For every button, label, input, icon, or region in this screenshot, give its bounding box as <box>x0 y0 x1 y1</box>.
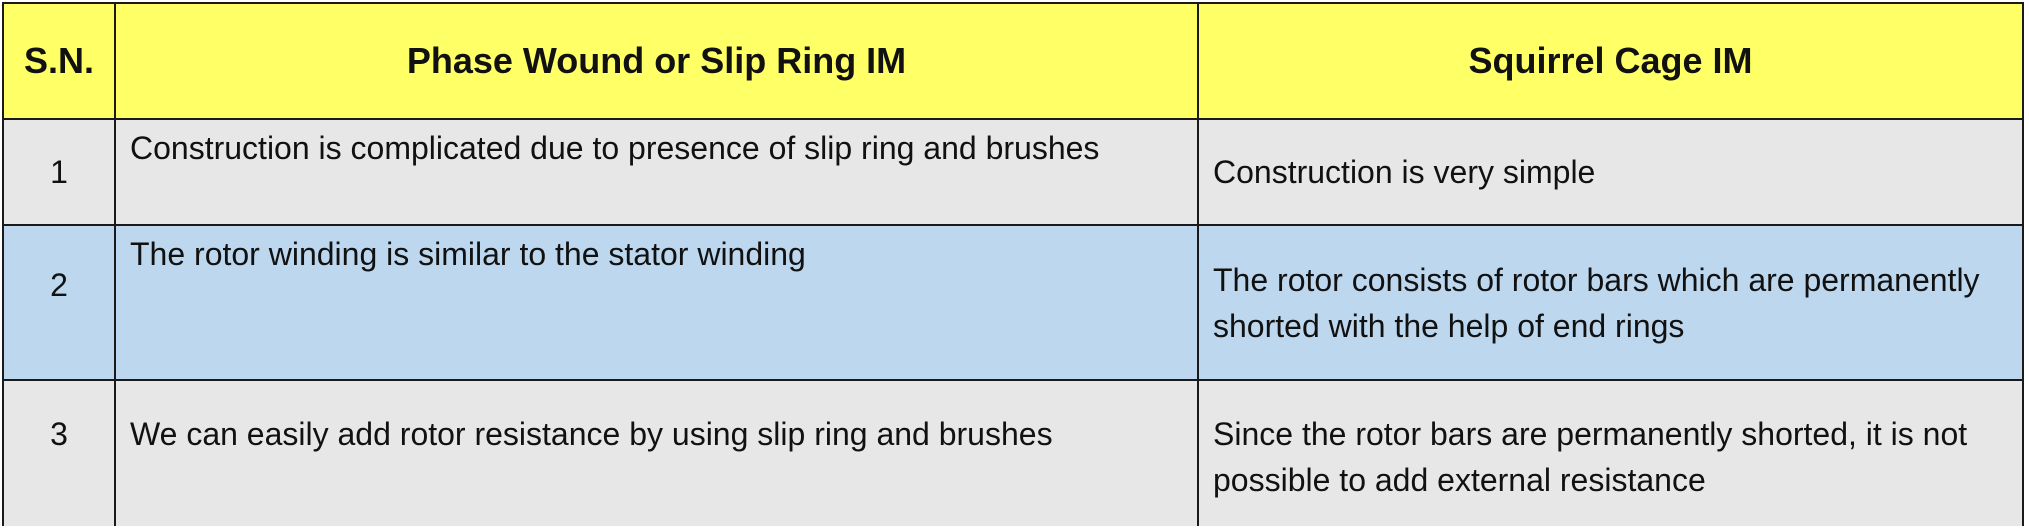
row-sn: 2 <box>50 267 68 303</box>
table-row: 3 We can easily add rotor resistance by … <box>4 379 2022 526</box>
row-squirrel-cage: The rotor consists of rotor bars which a… <box>1197 226 2022 379</box>
header-sn: S.N. <box>23 40 94 81</box>
row-sn: 3 <box>50 416 68 452</box>
row-phase-wound: The rotor winding is similar to the stat… <box>114 226 1197 379</box>
table-row: 2 The rotor winding is similar to the st… <box>4 224 2022 379</box>
table-row: 1 Construction is complicated due to pre… <box>4 118 2022 224</box>
header-squirrel-cage: Squirrel Cage IM <box>1197 4 2022 118</box>
table-header-row: S.N. Phase Wound or Slip Ring IM Squirre… <box>4 4 2022 118</box>
row-sn: 1 <box>50 154 68 190</box>
header-phase-wound: Phase Wound or Slip Ring IM <box>114 4 1197 118</box>
row-phase-wound: Construction is complicated due to prese… <box>114 120 1197 224</box>
row-phase-wound: We can easily add rotor resistance by us… <box>114 381 1197 526</box>
row-squirrel-cage: Since the rotor bars are permanently sho… <box>1197 381 2022 526</box>
row-squirrel-cage: Construction is very simple <box>1197 120 2022 224</box>
